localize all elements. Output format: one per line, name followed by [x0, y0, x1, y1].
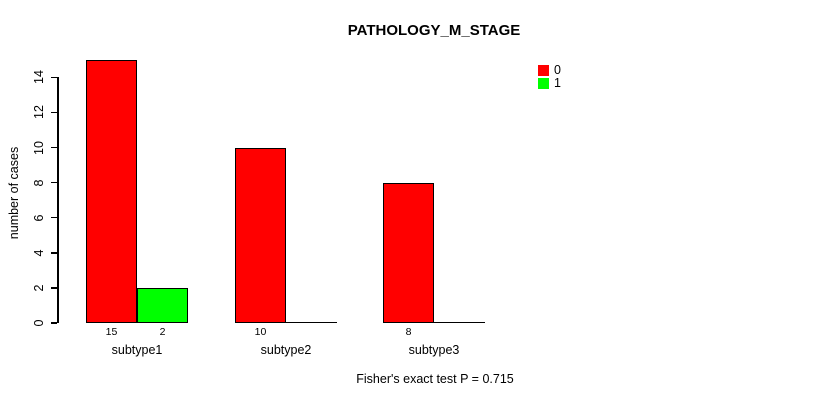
y-tick-label-14: 14 — [32, 70, 46, 85]
bar-value-label-subtype2-series0: 10 — [254, 325, 267, 338]
legend-label-1: 1 — [554, 76, 561, 90]
footnote-fisher-test: Fisher's exact test P = 0.715 — [356, 372, 514, 386]
y-tick-mark-4 — [50, 252, 58, 254]
y-tick-mark-0 — [50, 322, 58, 324]
category-label-subtype2: subtype2 — [260, 343, 312, 357]
y-tick-label-0: 0 — [32, 319, 46, 327]
bar-subtype2-series0 — [235, 147, 286, 323]
y-tick-label-6: 6 — [32, 214, 46, 222]
legend-swatch-0 — [538, 64, 549, 76]
legend-label-0: 0 — [554, 63, 561, 77]
bar-subtype1-series0 — [86, 59, 137, 323]
y-tick-mark-14 — [50, 76, 58, 79]
bar-subtype3-series0 — [383, 182, 434, 323]
y-tick-label-4: 4 — [32, 249, 46, 257]
category-label-subtype1: subtype1 — [111, 343, 163, 357]
zero-bar-line-subtype2-series1 — [286, 321, 337, 324]
category-label-subtype3: subtype3 — [408, 343, 460, 357]
y-axis-line — [57, 76, 59, 323]
y-tick-mark-8 — [50, 181, 58, 184]
bar-value-label-subtype3-series0: 8 — [405, 325, 412, 338]
bar-value-label-subtype1-series0: 15 — [105, 325, 118, 338]
y-tick-mark-2 — [50, 287, 58, 289]
y-tick-mark-6 — [50, 216, 58, 219]
y-tick-label-10: 10 — [32, 140, 46, 155]
bar-subtype1-series1 — [137, 287, 188, 323]
bar-value-label-subtype1-series1: 2 — [159, 325, 166, 338]
y-tick-label-2: 2 — [32, 284, 46, 292]
y-tick-label-8: 8 — [32, 179, 46, 187]
y-axis-label: number of cases — [7, 146, 21, 240]
chart-title: PATHOLOGY_M_STAGE — [347, 22, 521, 39]
legend-swatch-1 — [538, 77, 549, 89]
zero-bar-line-subtype3-series1 — [434, 321, 485, 324]
y-tick-label-12: 12 — [32, 105, 46, 120]
legend-item-1: 1 — [538, 77, 561, 89]
y-tick-mark-10 — [50, 146, 58, 149]
y-tick-mark-12 — [50, 111, 58, 114]
legend-item-0: 0 — [538, 64, 561, 76]
